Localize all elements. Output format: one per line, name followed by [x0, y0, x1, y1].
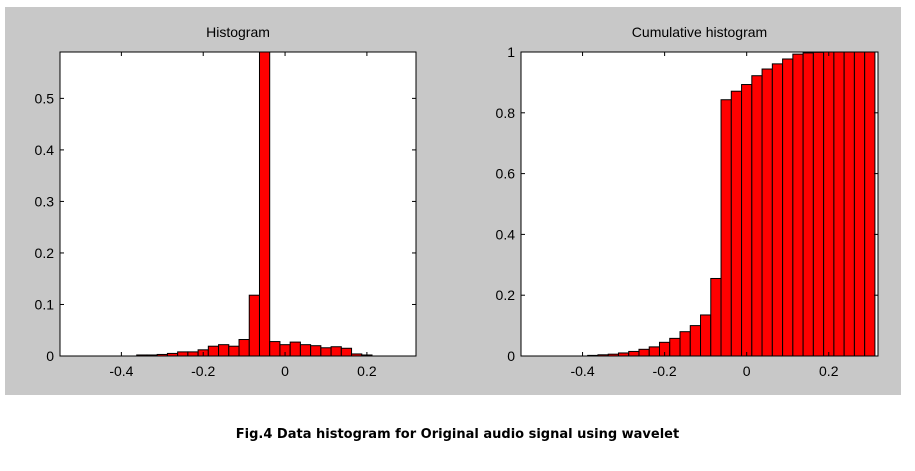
y-tick-label: 0.2 — [35, 245, 55, 261]
bar — [751, 75, 763, 357]
bar — [741, 84, 753, 357]
bar — [823, 51, 835, 357]
chart-title: Cumulative histogram — [632, 24, 767, 40]
bar — [833, 51, 845, 357]
x-tick-label: 0.2 — [357, 363, 377, 379]
x-tick-label: 0 — [281, 363, 289, 379]
y-tick-label: 0.1 — [35, 296, 55, 312]
y-tick-label: 0 — [507, 348, 515, 364]
bar — [679, 331, 691, 357]
bar — [669, 337, 681, 357]
y-tick-label: 0.4 — [496, 226, 516, 242]
bar — [843, 51, 855, 357]
bar — [864, 51, 876, 357]
bar — [771, 63, 784, 357]
y-tick-label: 0.3 — [35, 193, 55, 209]
x-tick-label: 0.2 — [819, 363, 839, 379]
x-tick-label: -0.2 — [653, 363, 677, 379]
axes-frame — [520, 51, 879, 357]
figure-caption: Fig.4 Data histogram for Original audio … — [235, 427, 680, 442]
y-tick-label: 0 — [46, 348, 54, 364]
chart-title: Histogram — [206, 24, 270, 40]
bar — [648, 346, 660, 357]
bar — [730, 90, 743, 357]
bar — [761, 68, 773, 357]
bar — [802, 52, 814, 357]
bar — [628, 350, 640, 357]
x-tick-label: 0 — [743, 363, 751, 379]
bar — [700, 314, 712, 357]
bar — [812, 51, 825, 357]
plot-area — [60, 52, 416, 356]
bar — [710, 277, 722, 357]
bar — [853, 51, 866, 357]
bar — [720, 99, 732, 357]
y-tick-label: 0.8 — [496, 105, 516, 121]
y-tick-label: 0.5 — [35, 90, 55, 106]
bar — [689, 325, 702, 357]
x-tick-label: -0.2 — [191, 363, 215, 379]
x-tick-label: -0.4 — [109, 363, 133, 379]
y-tick-label: 0.2 — [496, 287, 516, 303]
bar — [792, 53, 804, 357]
bar — [638, 348, 650, 357]
y-tick-label: 0.4 — [35, 142, 55, 158]
axes-frame — [59, 51, 417, 357]
bar — [782, 58, 794, 357]
y-tick-label: 0.6 — [496, 166, 516, 182]
y-tick-label: 1 — [507, 44, 515, 60]
x-tick-label: -0.4 — [570, 363, 594, 379]
